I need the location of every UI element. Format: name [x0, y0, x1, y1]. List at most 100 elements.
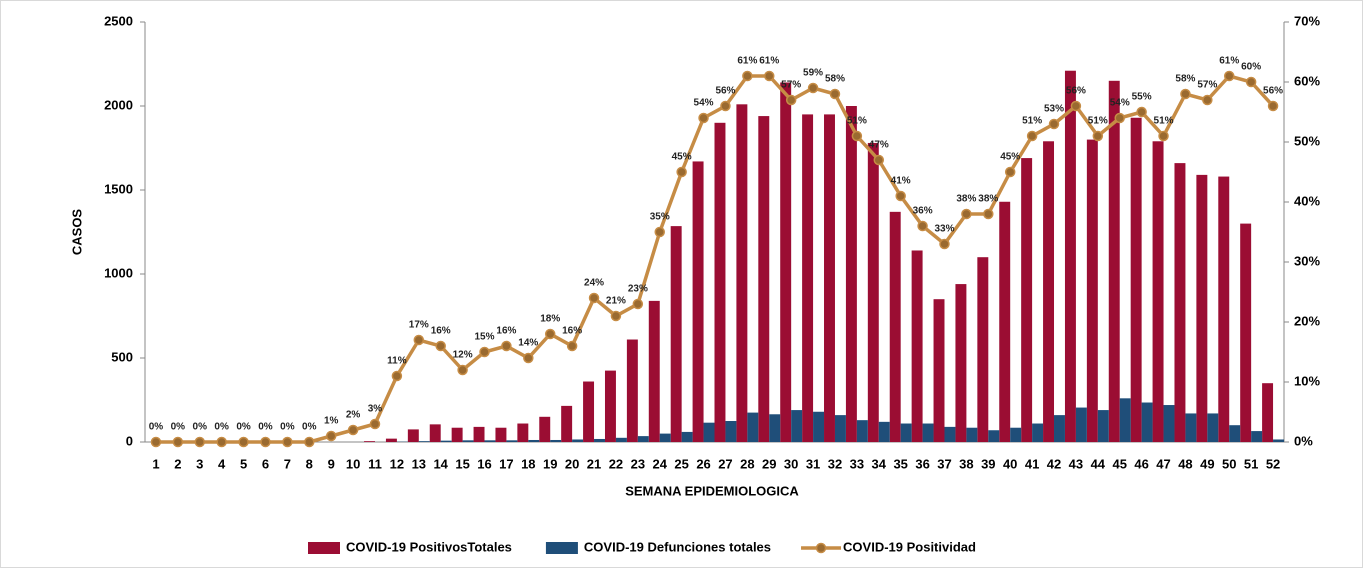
point — [829, 88, 841, 100]
data-label: 0% — [280, 422, 295, 433]
legend-swatch — [815, 542, 827, 554]
bar — [572, 439, 584, 442]
point — [1158, 130, 1169, 142]
point — [1202, 94, 1213, 106]
bar — [1054, 415, 1065, 442]
point — [457, 364, 468, 376]
bar — [747, 412, 759, 442]
bar — [933, 299, 945, 442]
point — [1070, 100, 1082, 112]
bar — [1064, 70, 1076, 442]
bar — [911, 250, 923, 442]
data-label: 0% — [193, 422, 208, 433]
x-tick-label: 34 — [872, 456, 887, 471]
point — [435, 340, 446, 352]
point — [632, 298, 644, 310]
x-tick-label: 35 — [893, 456, 907, 471]
x-tick-label: 52 — [1266, 456, 1280, 471]
data-label: 58% — [1175, 74, 1195, 85]
point — [742, 70, 753, 82]
data-label: 47% — [869, 140, 889, 151]
x-tick-label: 26 — [696, 456, 710, 471]
point — [698, 112, 709, 124]
data-label: 15% — [475, 332, 495, 343]
bar — [922, 423, 934, 442]
legend-label: COVID-19 PositivosTotales — [346, 539, 512, 554]
x-tick-label: 49 — [1200, 456, 1214, 471]
bar — [670, 226, 682, 442]
data-label: 16% — [496, 326, 516, 337]
data-label: 38% — [956, 194, 976, 205]
point — [260, 436, 271, 448]
data-label: 35% — [650, 212, 670, 223]
bar — [966, 427, 978, 442]
bar — [692, 161, 704, 442]
point — [391, 370, 403, 382]
point — [676, 166, 687, 178]
bar — [758, 116, 770, 442]
x-tick-label: 3 — [196, 456, 203, 471]
bar — [1229, 425, 1241, 442]
data-label: 18% — [540, 314, 560, 325]
data-label: 2% — [346, 410, 361, 421]
bar — [681, 431, 693, 442]
line — [155, 74, 1275, 444]
x-tick-label: 33 — [850, 456, 864, 471]
bar — [1141, 402, 1153, 442]
bar — [1152, 141, 1164, 442]
data-label: 45% — [1000, 152, 1020, 163]
point — [1267, 100, 1279, 112]
y-tick-label: 0 — [126, 433, 133, 448]
data-label: 41% — [891, 176, 911, 187]
data-label: 45% — [672, 152, 692, 163]
data-label: 51% — [1088, 116, 1108, 127]
bar — [528, 439, 540, 442]
bar — [1196, 174, 1208, 442]
bar — [988, 430, 1000, 442]
data-label: 61% — [759, 56, 779, 67]
point — [873, 154, 885, 166]
bar — [495, 427, 507, 442]
bar — [1251, 431, 1263, 442]
x-tick-label: 23 — [631, 456, 645, 471]
point — [501, 340, 512, 352]
bar — [900, 423, 912, 442]
point — [194, 436, 206, 448]
data-label: 11% — [387, 356, 407, 367]
y-tick-label: 2000 — [104, 97, 133, 112]
x-tick-label: 4 — [218, 456, 226, 471]
data-label: 51% — [1022, 116, 1042, 127]
x-tick-label: 39 — [981, 456, 995, 471]
bar — [845, 106, 857, 442]
bar — [615, 437, 627, 442]
point — [1180, 88, 1191, 100]
point — [588, 292, 600, 304]
point — [282, 436, 293, 448]
bar — [714, 122, 726, 443]
y-tick-label: 1500 — [104, 181, 133, 196]
bar — [364, 441, 375, 442]
y-tick-label: 1000 — [104, 265, 133, 280]
point — [544, 328, 556, 340]
x-tick-label: 11 — [368, 456, 382, 471]
x-tick-label: 18 — [521, 456, 535, 471]
bar — [955, 284, 967, 442]
bar — [484, 440, 496, 442]
x-tick-label: 27 — [718, 456, 732, 471]
x-tick-label: 46 — [1134, 456, 1148, 471]
x-tick-label: 17 — [499, 456, 513, 471]
x-tick-label: 48 — [1178, 456, 1192, 471]
x-tick-label: 10 — [346, 456, 360, 471]
bar — [583, 381, 595, 442]
point — [654, 226, 665, 238]
bar — [506, 440, 518, 442]
point — [216, 436, 227, 448]
bar — [1032, 423, 1044, 442]
bar — [1130, 117, 1142, 442]
bar — [780, 82, 792, 442]
bar — [725, 421, 737, 442]
data-label: 36% — [913, 206, 933, 217]
bar — [1218, 176, 1230, 442]
bar — [878, 421, 890, 442]
